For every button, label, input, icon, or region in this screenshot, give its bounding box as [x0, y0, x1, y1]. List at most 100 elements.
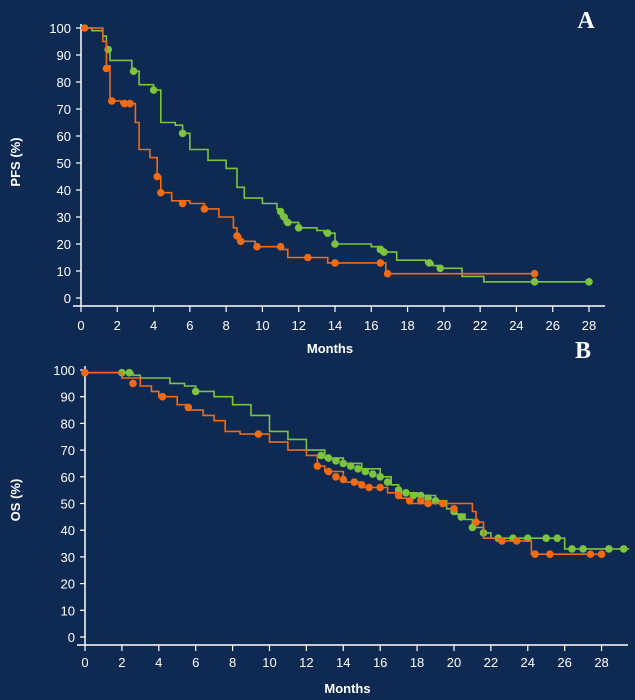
x-tick-label: 4 — [155, 655, 162, 670]
censor-mark-green — [409, 491, 418, 500]
x-axis-label: Months — [307, 341, 353, 356]
censor-mark-orange — [304, 253, 312, 262]
censor-mark-green — [178, 129, 187, 138]
censor-mark-orange — [546, 550, 554, 558]
y-tick-label: 70 — [61, 443, 75, 458]
y-tick-label: 50 — [61, 497, 75, 512]
censor-mark-orange — [313, 462, 322, 470]
censor-mark-green — [579, 545, 587, 553]
y-tick-label: 40 — [61, 523, 75, 538]
series-line-green — [85, 371, 630, 550]
censor-mark-orange — [126, 99, 134, 108]
x-tick-label: 10 — [262, 655, 276, 670]
censor-mark-orange — [357, 481, 366, 489]
censor-mark-orange — [324, 467, 333, 476]
censor-mark-orange — [129, 379, 137, 388]
y-tick-label: 70 — [57, 102, 71, 117]
censor-mark-green — [339, 459, 348, 468]
censor-mark-orange — [586, 550, 595, 558]
censor-mark-green — [553, 534, 562, 542]
censor-mark-orange — [120, 99, 129, 108]
x-tick-label: 24 — [509, 318, 523, 333]
y-tick-label: 100 — [53, 363, 75, 378]
x-tick-label: 26 — [545, 318, 559, 333]
censor-mark-orange — [424, 499, 432, 508]
censor-mark-green — [280, 213, 289, 221]
y-tick-label: 80 — [61, 416, 75, 431]
censor-mark-green — [380, 248, 388, 256]
censor-mark-green — [354, 465, 362, 473]
censor-mark-orange — [365, 483, 373, 492]
x-tick-label: 14 — [328, 318, 342, 333]
censor-mark-orange — [157, 188, 165, 197]
censor-mark-orange — [350, 478, 359, 486]
censor-mark-orange — [158, 392, 167, 401]
censor-mark-green — [402, 489, 410, 497]
x-tick-label: 0 — [81, 655, 88, 670]
x-tick-label: 16 — [364, 318, 378, 333]
censor-mark-orange — [597, 550, 606, 558]
censor-mark-orange — [394, 491, 403, 500]
y-tick-label: 10 — [57, 264, 71, 279]
censor-mark-orange — [332, 473, 340, 481]
censor-mark-green — [468, 523, 477, 532]
censor-mark-orange — [276, 242, 285, 251]
censor-mark-green — [294, 224, 303, 232]
y-tick-label: 60 — [61, 470, 75, 485]
y-tick-label: 30 — [61, 550, 75, 565]
censor-mark-orange — [530, 269, 539, 278]
x-tick-label: 2 — [114, 318, 121, 333]
x-tick-label: 20 — [447, 655, 461, 670]
censor-mark-orange — [108, 97, 116, 105]
censor-mark-green — [619, 545, 628, 553]
x-tick-label: 22 — [484, 655, 498, 670]
censor-mark-orange — [439, 499, 447, 508]
censor-mark-green — [605, 545, 613, 553]
x-tick-label: 6 — [186, 318, 193, 333]
y-tick-label: 0 — [64, 291, 71, 306]
y-axis-label: PFS (%) — [8, 137, 23, 186]
censor-mark-orange — [233, 232, 241, 240]
censor-mark-green — [424, 494, 432, 503]
censor-mark-orange — [339, 475, 348, 484]
x-tick-label: 2 — [118, 655, 125, 670]
censor-mark-green — [323, 229, 332, 237]
x-tick-label: 18 — [400, 318, 414, 333]
censor-mark-green — [542, 534, 550, 542]
x-tick-label: 22 — [473, 318, 487, 333]
y-tick-label: 20 — [57, 237, 71, 252]
panel-label: B — [575, 338, 591, 364]
censor-mark-orange — [200, 205, 209, 213]
censor-mark-orange — [531, 550, 539, 558]
y-axis-label: OS (%) — [8, 479, 23, 522]
censor-mark-green — [425, 259, 434, 267]
censor-mark-orange — [254, 430, 263, 438]
censor-mark-orange — [405, 497, 414, 505]
censor-mark-orange — [376, 259, 385, 267]
x-tick-label: 28 — [582, 318, 596, 333]
x-tick-label: 28 — [594, 655, 608, 670]
censor-mark-green — [369, 470, 377, 478]
x-tick-label: 12 — [299, 655, 313, 670]
censor-mark-orange — [153, 172, 161, 181]
x-tick-label: 26 — [557, 655, 571, 670]
censor-mark-orange — [450, 505, 458, 513]
y-tick-label: 90 — [57, 48, 71, 63]
x-tick-label: 14 — [336, 655, 350, 670]
panel-label: A — [577, 8, 595, 34]
y-tick-label: 30 — [57, 210, 71, 225]
series-line-orange — [85, 371, 602, 555]
censor-mark-green — [530, 278, 539, 286]
censor-mark-orange — [236, 237, 245, 246]
censor-mark-orange — [512, 537, 521, 545]
y-tick-label: 50 — [57, 156, 71, 171]
censor-mark-green — [383, 478, 392, 486]
censor-mark-green — [332, 457, 340, 465]
censor-mark-orange — [376, 483, 385, 492]
censor-mark-green — [129, 67, 138, 75]
x-tick-label: 4 — [150, 318, 157, 333]
censor-mark-green — [149, 86, 158, 94]
censor-mark-orange — [184, 403, 193, 412]
x-tick-label: 24 — [521, 655, 535, 670]
